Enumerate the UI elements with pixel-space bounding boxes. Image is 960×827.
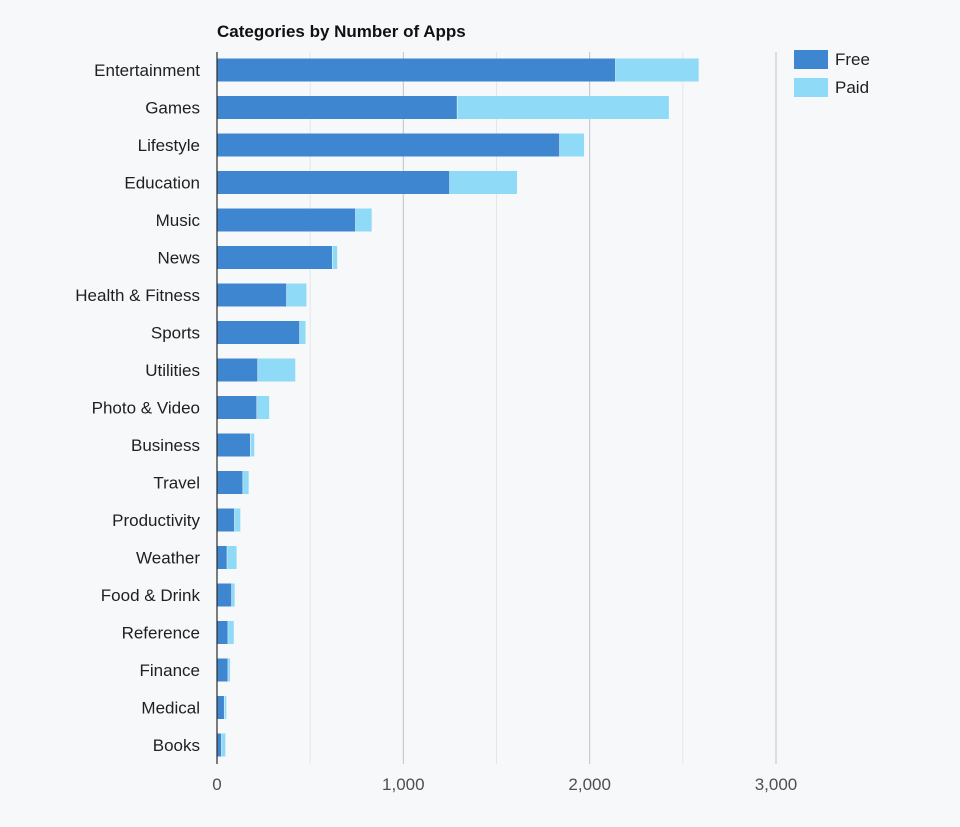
bar-paid-books	[221, 733, 226, 757]
category-label-music: Music	[156, 211, 201, 230]
bar-paid-utilities	[257, 358, 296, 382]
bar-paid-reference	[228, 621, 234, 644]
bar-paid-lifestyle	[559, 133, 585, 157]
category-label-medical: Medical	[141, 699, 200, 718]
category-label-health-fitness: Health & Fitness	[75, 286, 200, 305]
category-labels: Entertainment Games Lifestyle Education Musi…	[75, 61, 200, 755]
category-label-education: Education	[124, 174, 200, 193]
category-label-entertainment: Entertainment	[94, 61, 200, 80]
bar-free-news	[217, 246, 333, 269]
bar-free-travel	[217, 471, 244, 494]
bar-free-food-drink	[217, 583, 232, 607]
category-label-reference: Reference	[122, 624, 200, 643]
category-label-games: Games	[145, 99, 200, 118]
bar-free-reference	[217, 621, 229, 644]
chart-title: Categories by Number of Apps	[217, 22, 466, 41]
category-label-food-drink: Food & Drink	[101, 586, 201, 605]
bar-paid-travel	[243, 471, 249, 494]
bar-free-health-fitness	[217, 283, 287, 307]
grid-layer	[309, 52, 777, 764]
x-tick-labels: 0 1,000 2,000 3,000	[212, 775, 797, 794]
bars-layer	[217, 58, 699, 757]
bar-paid-business	[250, 433, 255, 457]
bar-free-books	[217, 733, 222, 757]
bar-free-photo-video	[217, 396, 258, 419]
bar-free-productivity	[217, 508, 235, 532]
category-label-utilities: Utilities	[145, 361, 200, 380]
legend-label-paid: Paid	[835, 78, 869, 97]
category-label-finance: Finance	[140, 661, 200, 680]
x-tick-label-1: 1,000	[382, 775, 425, 794]
x-tick-label-3: 3,000	[755, 775, 798, 794]
bar-paid-productivity	[234, 508, 241, 532]
category-label-books: Books	[153, 736, 200, 755]
category-label-productivity: Productivity	[112, 511, 200, 530]
legend-swatch-paid	[794, 78, 828, 97]
legend: Free Paid	[794, 50, 870, 97]
bar-free-education	[217, 171, 450, 194]
x-tick-label-2: 2,000	[568, 775, 611, 794]
bar-free-utilities	[217, 358, 258, 382]
bar-paid-finance	[228, 658, 231, 682]
bar-paid-food-drink	[231, 583, 235, 607]
bar-free-sports	[217, 321, 300, 344]
bar-paid-weather	[227, 546, 237, 569]
bar-paid-medical	[224, 696, 227, 719]
bar-free-games	[217, 96, 458, 119]
bar-free-weather	[217, 546, 228, 569]
category-label-weather: Weather	[136, 549, 200, 568]
category-label-travel: Travel	[153, 474, 200, 493]
category-label-news: News	[157, 249, 200, 268]
bar-free-medical	[217, 696, 225, 719]
category-label-business: Business	[131, 436, 200, 455]
bar-paid-news	[332, 246, 338, 269]
legend-swatch-free	[794, 50, 828, 69]
bar-paid-music	[355, 208, 372, 232]
bar-paid-sports	[299, 321, 306, 344]
bar-free-business	[217, 433, 251, 457]
bar-free-music	[217, 208, 356, 232]
category-label-lifestyle: Lifestyle	[138, 136, 200, 155]
bar-paid-health-fitness	[286, 283, 307, 307]
category-label-sports: Sports	[151, 324, 200, 343]
bar-free-finance	[217, 658, 229, 682]
bar-free-entertainment	[217, 58, 616, 82]
bar-paid-games	[457, 96, 669, 119]
category-label-photo-video: Photo & Video	[92, 399, 200, 418]
bar-paid-education	[449, 171, 517, 194]
x-tick-label-0: 0	[212, 775, 221, 794]
bar-paid-photo-video	[257, 396, 270, 419]
legend-label-free: Free	[835, 50, 870, 69]
bar-paid-entertainment	[615, 58, 699, 82]
bar-free-lifestyle	[217, 133, 560, 157]
